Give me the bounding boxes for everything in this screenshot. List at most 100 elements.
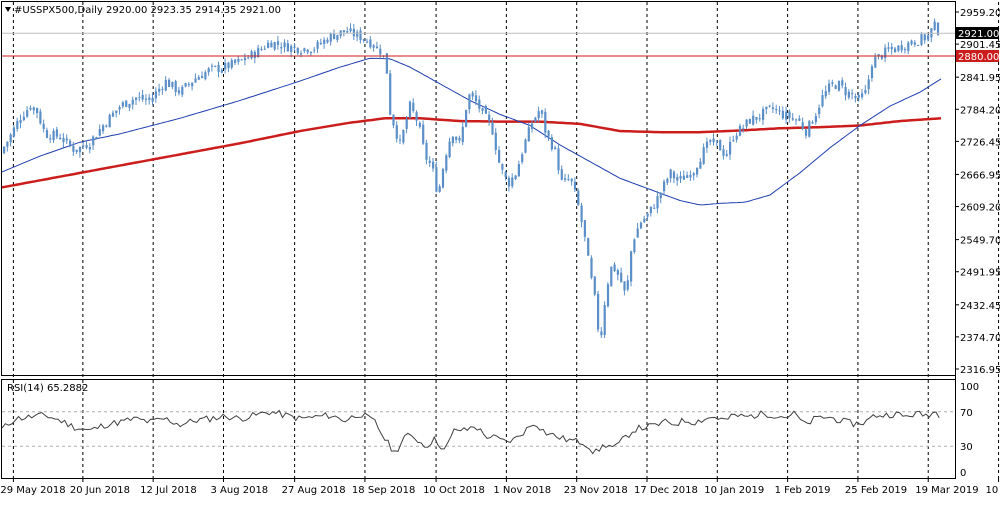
candle xyxy=(540,109,544,118)
candle xyxy=(808,120,811,138)
candle xyxy=(927,34,930,42)
candle xyxy=(201,71,204,79)
candle xyxy=(923,32,926,44)
candle xyxy=(488,110,491,126)
candle xyxy=(696,167,699,178)
candle xyxy=(577,188,580,206)
candle xyxy=(874,52,877,68)
candle xyxy=(709,138,712,146)
candle xyxy=(12,124,16,138)
candle xyxy=(217,61,220,78)
candle xyxy=(834,84,837,90)
candle xyxy=(936,22,940,36)
date-tick-label: 1 Feb 2019 xyxy=(775,485,831,496)
candle xyxy=(234,59,237,66)
candle xyxy=(224,58,227,74)
date-tick-label: 19 Mar 2019 xyxy=(915,485,978,496)
candle xyxy=(75,149,78,154)
candle xyxy=(45,127,49,139)
candle xyxy=(432,158,435,172)
candle xyxy=(917,44,920,47)
candle xyxy=(659,192,662,204)
candle xyxy=(507,175,511,192)
candle xyxy=(864,84,867,95)
ma-slow-path xyxy=(1,117,942,189)
date-tick-label: 27 Aug 2018 xyxy=(282,485,346,496)
candle xyxy=(326,37,329,44)
price-tick-label: 2609.20 xyxy=(960,203,1000,214)
candle xyxy=(412,98,415,113)
candle xyxy=(583,219,586,242)
candle xyxy=(250,49,253,60)
candle xyxy=(369,36,372,49)
vertical-grid xyxy=(12,2,1000,478)
candle xyxy=(346,26,349,34)
candle xyxy=(841,77,844,89)
price-axis: 2959.20 2901.45 2841.95 2784.20 2726.45 2666.… xyxy=(955,8,1000,479)
candle xyxy=(362,39,365,43)
candle xyxy=(682,170,685,180)
candle xyxy=(339,30,342,39)
price-tick-label: 2491.95 xyxy=(960,268,1000,279)
candle xyxy=(395,121,398,143)
candle xyxy=(692,171,695,181)
candle xyxy=(877,53,880,60)
candle xyxy=(752,110,755,126)
collapse-arrow-icon[interactable] xyxy=(5,7,11,12)
candle xyxy=(418,121,421,129)
rsi-tick-label: 70 xyxy=(960,408,973,419)
candle xyxy=(597,290,600,333)
candle xyxy=(719,139,722,151)
candle xyxy=(573,177,577,192)
candle xyxy=(633,238,636,254)
candle xyxy=(643,215,646,224)
candle xyxy=(844,82,847,101)
candle xyxy=(900,40,903,53)
candle xyxy=(732,135,735,143)
candle xyxy=(686,171,689,179)
price-tick-label: 2549.70 xyxy=(960,236,1000,247)
candle xyxy=(72,142,75,156)
candle xyxy=(738,123,742,137)
date-tick-label: 18 Sep 2018 xyxy=(352,485,415,496)
candle xyxy=(306,48,309,55)
level-price-box xyxy=(956,50,999,62)
rsi-header: RSI(14) 65.2882 xyxy=(7,383,88,394)
candle xyxy=(187,81,190,88)
candle xyxy=(920,32,923,47)
candle xyxy=(649,206,652,217)
candle xyxy=(570,178,573,186)
candle xyxy=(544,108,547,139)
candle xyxy=(237,56,240,65)
ma-fast-path xyxy=(1,57,942,206)
candle xyxy=(461,121,464,146)
candle xyxy=(811,120,814,124)
candle xyxy=(903,47,907,54)
candle xyxy=(428,156,431,168)
candle xyxy=(399,134,402,145)
date-tick-label: 23 Nov 2018 xyxy=(564,485,628,496)
candle xyxy=(29,105,32,111)
candle xyxy=(623,281,626,296)
candle xyxy=(267,40,270,49)
candle xyxy=(894,47,897,53)
candle xyxy=(293,43,296,52)
candle xyxy=(243,53,247,66)
candle xyxy=(42,119,45,133)
candle xyxy=(755,116,758,124)
candle xyxy=(323,37,326,49)
candle xyxy=(590,255,593,280)
candle xyxy=(445,153,448,174)
candle xyxy=(115,110,118,118)
candle xyxy=(801,117,804,131)
candle xyxy=(108,113,111,128)
candle xyxy=(349,23,352,33)
candle xyxy=(504,170,507,181)
candle xyxy=(837,80,841,92)
candle xyxy=(910,39,913,46)
candle xyxy=(455,136,458,144)
candle xyxy=(676,173,679,186)
candles xyxy=(3,18,940,339)
candle xyxy=(62,133,65,148)
